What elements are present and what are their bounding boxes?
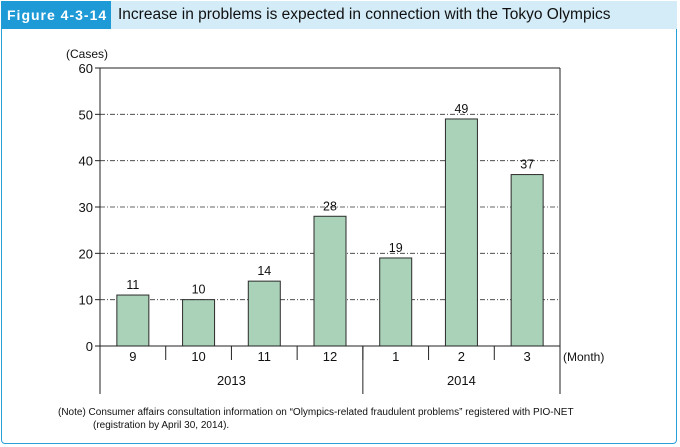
bar-2 [444,118,478,347]
y-tick-label-40: 40 [79,154,93,169]
year-label-2013: 2013 [217,373,246,388]
bar-9 [116,294,150,347]
bar-12 [313,215,347,347]
note-line-2: (registration by April 30, 2014). [93,420,230,431]
y-tick-label-50: 50 [79,107,93,122]
data-label-12: 28 [323,199,337,213]
figure-label: Figure 4-3-14 [1,1,111,29]
x-tick-label-12: 12 [323,349,337,364]
y-axis-label: (Cases) [66,47,108,61]
y-axis-ticks: 0 10 20 30 40 50 60 [79,61,100,354]
x-tick-label-2: 2 [458,349,465,364]
bars: 11 10 14 28 19 49 37 [116,102,544,347]
bar-1 [379,257,413,347]
y-tick-label-0: 0 [86,339,93,354]
x-tick-label-1: 1 [392,349,399,364]
x-tick-label-10: 10 [191,349,205,364]
y-tick-label-10: 10 [79,293,93,308]
year-label-2014: 2014 [447,373,476,388]
y-tick-label-20: 20 [79,246,93,261]
bar-10 [182,299,216,347]
bar-3 [510,174,544,347]
data-label-10: 10 [192,283,206,297]
note-line-1: (Note) Consumer affairs consultation inf… [58,407,574,418]
bar-11 [247,280,281,347]
data-label-2: 49 [454,102,468,116]
data-label-3: 37 [520,158,534,172]
figure-title: Increase in problems is expected in conn… [118,6,611,23]
data-label-1: 19 [389,241,403,255]
x-tick-label-11: 11 [258,349,272,364]
data-label-11: 14 [257,264,271,278]
y-tick-label-30: 30 [79,200,93,215]
data-label-9: 11 [126,278,139,292]
title-bar [111,1,677,29]
x-axis-label: (Month) [563,350,604,364]
x-tick-label-3: 3 [524,349,531,364]
chart-note: (Note) Consumer affairs consultation inf… [58,406,574,432]
x-tick-label-9: 9 [129,349,136,364]
y-tick-label-60: 60 [79,61,93,76]
